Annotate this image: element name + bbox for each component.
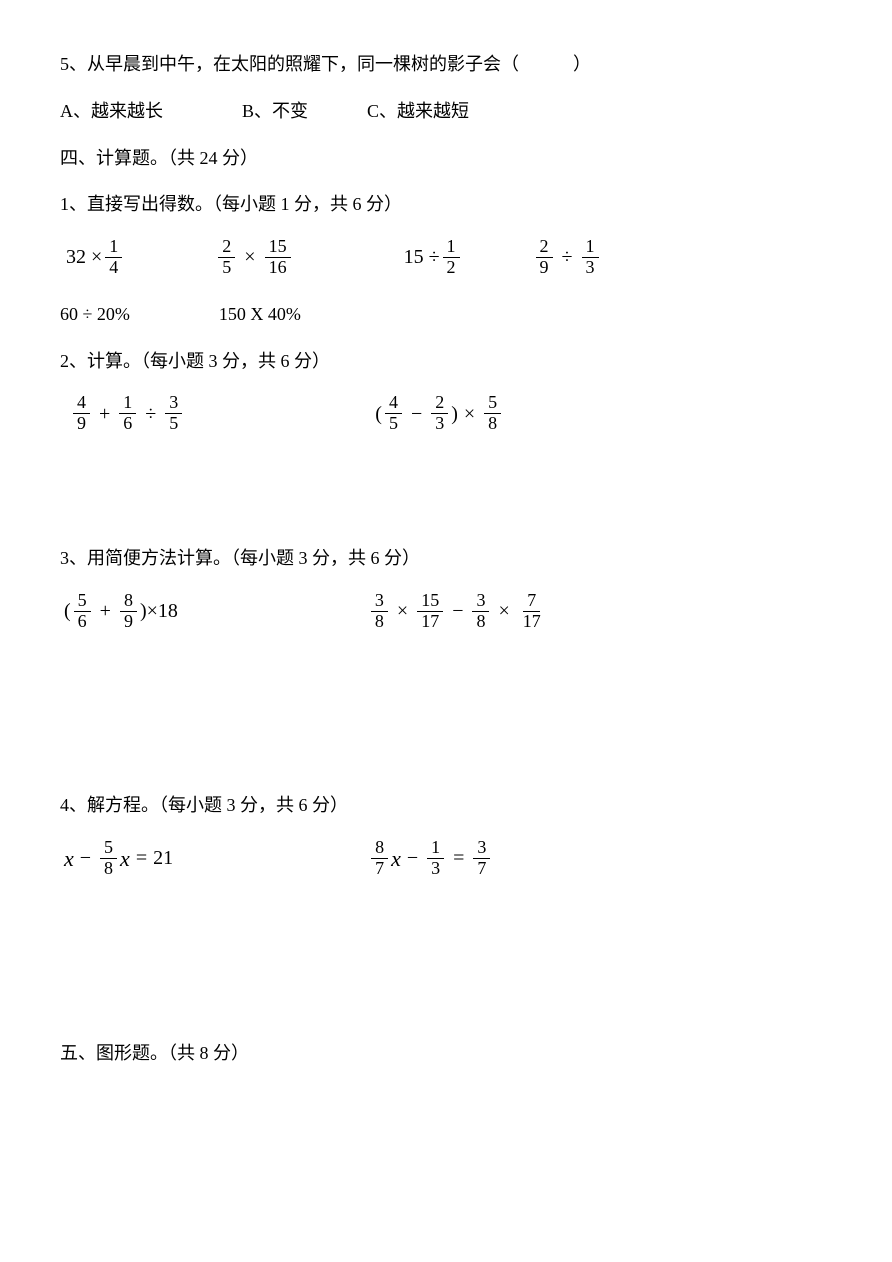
section-4-title: 四、计算题。（共 24 分） — [60, 144, 832, 173]
question-5-stem: 5、从早晨到中午，在太阳的照耀下，同一棵树的影子会（ ） — [60, 50, 832, 79]
fraction: 1516 — [265, 237, 291, 278]
math-row-3-1: ( 56 + 89 ) ×18 38 × 1517 − 38 × 717 — [60, 591, 832, 632]
fraction: 49 — [73, 393, 90, 434]
fraction: 35 — [165, 393, 182, 434]
option-c: C、越来越短 — [367, 101, 469, 121]
fraction: 23 — [431, 393, 448, 434]
fraction: 13 — [582, 237, 599, 278]
expr-1-6: 150 X 40% — [219, 304, 301, 324]
fraction: 12 — [443, 237, 460, 278]
expr-3-1: ( 56 + 89 ) ×18 — [64, 591, 178, 632]
fraction: 13 — [427, 838, 444, 879]
expr-1-2: 25 × 1516 — [215, 237, 293, 278]
expr-1-3: 15 ÷ 12 — [404, 237, 463, 278]
fraction: 717 — [519, 591, 545, 632]
fraction: 45 — [385, 393, 402, 434]
option-a: A、越来越长 — [60, 101, 163, 121]
fraction: 37 — [473, 838, 490, 879]
expr-2-2: ( 45 − 23 ) × 58 — [375, 393, 504, 434]
fraction: 16 — [119, 393, 136, 434]
fraction: 87 — [371, 838, 388, 879]
fraction: 1517 — [417, 591, 443, 632]
section-4-3-title: 3、用简便方法计算。（每小题 3 分，共 6 分） — [60, 544, 832, 573]
section-4-1-title: 1、直接写出得数。（每小题 1 分，共 6 分） — [60, 190, 832, 219]
fraction: 38 — [472, 591, 489, 632]
math-row-2: 60 ÷ 20% 150 X 40% — [60, 300, 832, 329]
section-4-2-title: 2、计算。（每小题 3 分，共 6 分） — [60, 347, 832, 376]
fraction: 56 — [74, 591, 91, 632]
option-b: B、不变 — [242, 101, 308, 121]
math-row-2-1: 49 + 16 ÷ 35 ( 45 − 23 ) × 58 — [60, 393, 832, 434]
math-row-4-1: x − 58 x = 21 87 x − 13 = 37 — [60, 838, 832, 879]
expr-1-1: 32 × 14 — [66, 237, 125, 278]
fraction: 14 — [105, 237, 122, 278]
expr-4-1: x − 58 x = 21 — [64, 838, 173, 879]
section-4-4-title: 4、解方程。（每小题 3 分，共 6 分） — [60, 791, 832, 820]
fraction: 25 — [218, 237, 235, 278]
fraction: 58 — [484, 393, 501, 434]
math-row-1: 32 × 14 25 × 1516 15 ÷ 12 29 ÷ 13 — [60, 237, 832, 278]
expr-1-4: 29 ÷ 13 — [533, 237, 602, 278]
question-5-options: A、越来越长 B、不变 C、越来越短 — [60, 97, 832, 126]
expr-2-1: 49 + 16 ÷ 35 — [70, 393, 185, 434]
fraction: 89 — [120, 591, 137, 632]
expr-1-5: 60 ÷ 20% — [60, 304, 130, 324]
expr-4-2: 87 x − 13 = 37 — [368, 838, 493, 879]
fraction: 58 — [100, 838, 117, 879]
fraction: 38 — [371, 591, 388, 632]
section-5-title: 五、图形题。（共 8 分） — [60, 1039, 832, 1068]
fraction: 29 — [536, 237, 553, 278]
expr-3-2: 38 × 1517 − 38 × 717 — [368, 591, 548, 632]
